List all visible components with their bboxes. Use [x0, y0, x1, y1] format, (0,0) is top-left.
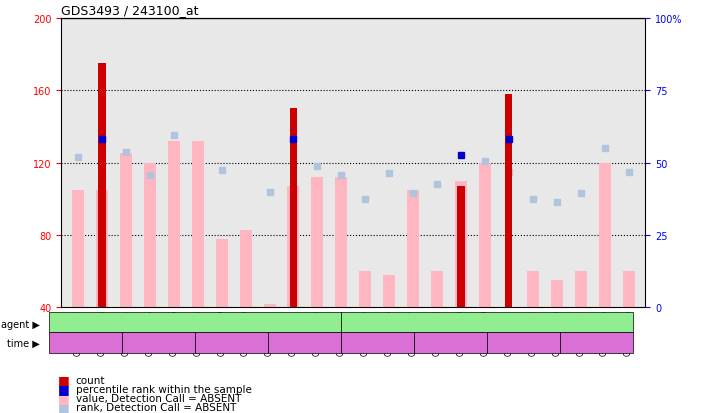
- Bar: [479, 163, 491, 308]
- Text: 2 h: 2 h: [151, 338, 167, 348]
- Bar: [264, 304, 275, 308]
- Text: 1 h: 1 h: [78, 338, 93, 348]
- Bar: [622, 272, 634, 308]
- Bar: [527, 272, 539, 308]
- Text: GDS3493 / 243100_at: GDS3493 / 243100_at: [61, 5, 199, 17]
- Text: ■: ■: [58, 392, 69, 405]
- Text: 2 h: 2 h: [443, 338, 459, 348]
- Bar: [168, 141, 180, 308]
- Text: count: count: [76, 375, 105, 385]
- Text: 4 h: 4 h: [516, 338, 531, 348]
- Bar: [144, 163, 156, 308]
- Bar: [431, 272, 443, 308]
- Bar: [239, 230, 252, 308]
- Bar: [311, 178, 324, 308]
- Bar: [598, 163, 611, 308]
- Bar: [288, 187, 299, 308]
- Text: 1 h: 1 h: [370, 338, 385, 348]
- Bar: [335, 178, 348, 308]
- Text: ■: ■: [58, 382, 69, 396]
- Bar: [383, 275, 395, 308]
- Text: 4 h: 4 h: [224, 338, 239, 348]
- Text: 24 h: 24 h: [293, 338, 316, 348]
- Bar: [72, 190, 84, 308]
- Bar: [457, 187, 464, 308]
- Text: rank, Detection Call = ABSENT: rank, Detection Call = ABSENT: [76, 402, 236, 412]
- Bar: [290, 109, 297, 308]
- Text: ■: ■: [58, 401, 69, 413]
- Bar: [551, 280, 562, 308]
- Text: percentile rank within the sample: percentile rank within the sample: [76, 384, 252, 394]
- Text: control: control: [176, 317, 214, 327]
- Text: ■: ■: [58, 373, 69, 387]
- Bar: [505, 95, 513, 308]
- Bar: [98, 64, 105, 308]
- Text: 24 h: 24 h: [585, 338, 608, 348]
- Bar: [96, 190, 108, 308]
- Text: value, Detection Call = ABSENT: value, Detection Call = ABSENT: [76, 393, 241, 403]
- Bar: [216, 239, 228, 308]
- Text: cigarette smoke: cigarette smoke: [442, 317, 532, 327]
- Bar: [575, 272, 587, 308]
- Bar: [407, 190, 419, 308]
- Text: agent ▶: agent ▶: [1, 319, 40, 329]
- Bar: [192, 141, 204, 308]
- Bar: [359, 272, 371, 308]
- Text: time ▶: time ▶: [7, 338, 40, 348]
- Bar: [455, 181, 467, 308]
- Bar: [120, 154, 132, 308]
